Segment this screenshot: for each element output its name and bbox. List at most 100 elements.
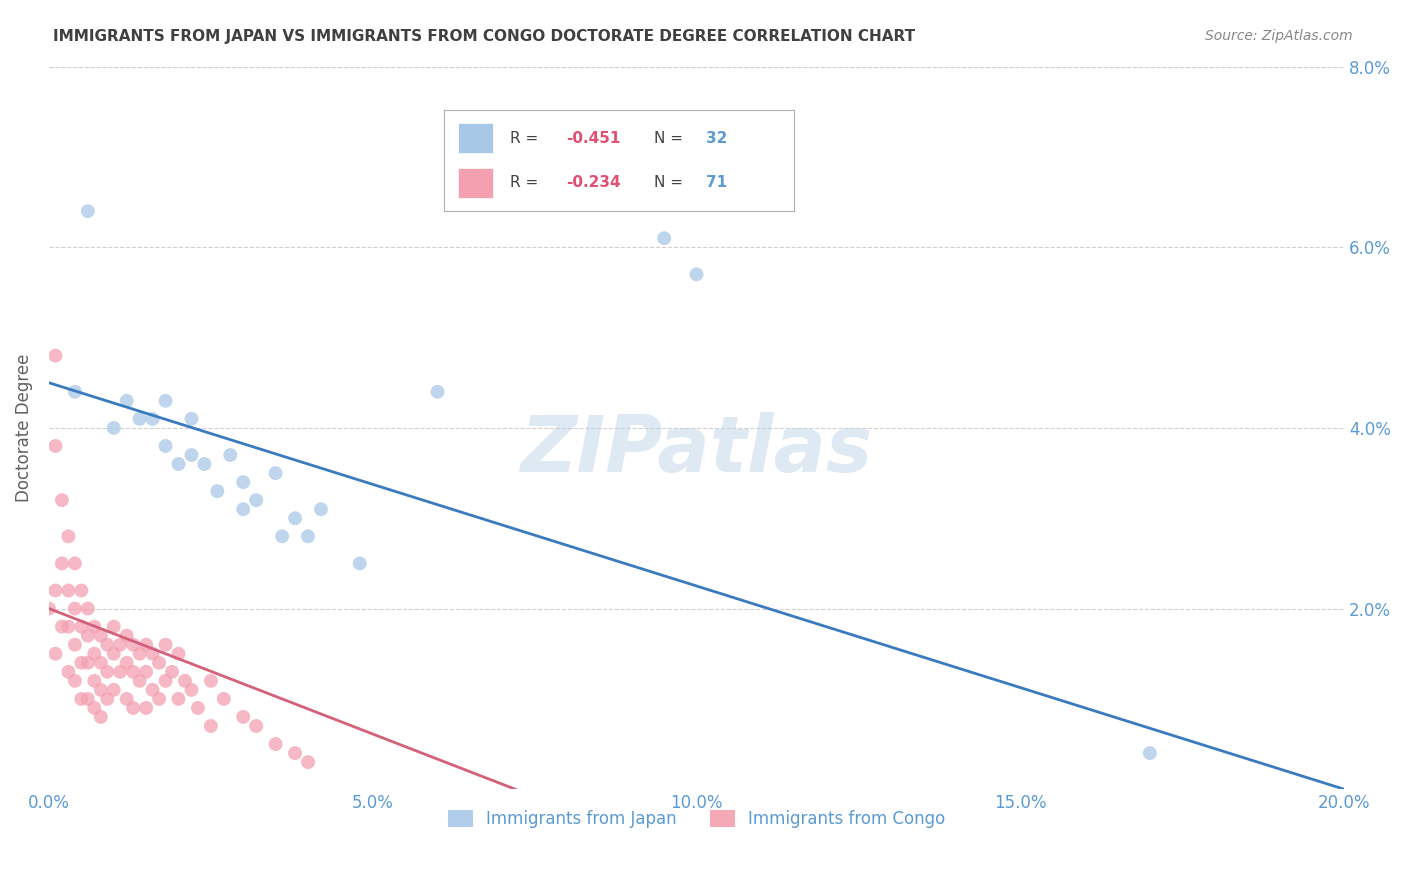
Point [83, 647, 105, 661]
Point [219, 448, 242, 462]
Point [76, 204, 98, 219]
Point [115, 656, 138, 670]
Point [115, 692, 138, 706]
Point [44, 439, 66, 453]
Point [232, 710, 254, 724]
Point [160, 665, 183, 679]
Text: IMMIGRANTS FROM JAPAN VS IMMIGRANTS FROM CONGO DOCTORATE DEGREE CORRELATION CHAR: IMMIGRANTS FROM JAPAN VS IMMIGRANTS FROM… [53, 29, 915, 45]
Point [652, 231, 675, 245]
Point [103, 421, 125, 435]
Point [44, 647, 66, 661]
Point [284, 746, 307, 760]
Point [142, 412, 165, 426]
Y-axis label: Doctorate Degree: Doctorate Degree [15, 354, 32, 502]
Point [212, 692, 235, 706]
Point [271, 529, 294, 543]
Point [44, 349, 66, 363]
Point [207, 484, 229, 499]
Point [245, 493, 267, 508]
Point [128, 412, 150, 426]
Point [63, 384, 86, 399]
Point [1139, 746, 1161, 760]
Point [44, 583, 66, 598]
Point [135, 638, 157, 652]
Point [115, 393, 138, 408]
Text: ZIPatlas: ZIPatlas [520, 411, 873, 488]
Point [148, 692, 170, 706]
Point [83, 673, 105, 688]
Point [90, 682, 112, 697]
Point [180, 682, 202, 697]
Point [90, 656, 112, 670]
Point [115, 629, 138, 643]
Point [108, 638, 131, 652]
Point [685, 268, 707, 282]
Point [200, 719, 222, 733]
Point [63, 673, 86, 688]
Point [58, 620, 80, 634]
Point [155, 673, 177, 688]
Point [76, 601, 98, 615]
Point [187, 701, 209, 715]
Point [148, 656, 170, 670]
Point [155, 439, 177, 453]
Point [103, 647, 125, 661]
Point [167, 692, 190, 706]
Point [90, 710, 112, 724]
Point [63, 601, 86, 615]
Point [349, 557, 371, 571]
Point [108, 665, 131, 679]
Point [96, 638, 118, 652]
Point [58, 583, 80, 598]
Point [232, 502, 254, 516]
Point [70, 620, 93, 634]
Point [264, 737, 287, 751]
Point [155, 393, 177, 408]
Point [167, 457, 190, 471]
Point [297, 529, 319, 543]
Legend: Immigrants from Japan, Immigrants from Congo: Immigrants from Japan, Immigrants from C… [441, 804, 952, 835]
Text: Source: ZipAtlas.com: Source: ZipAtlas.com [1205, 29, 1353, 44]
Point [38, 601, 60, 615]
Point [309, 502, 332, 516]
Point [122, 665, 145, 679]
Point [96, 692, 118, 706]
Point [142, 647, 165, 661]
Point [58, 665, 80, 679]
Point [58, 529, 80, 543]
Point [180, 448, 202, 462]
Point [76, 692, 98, 706]
Point [245, 719, 267, 733]
Point [51, 493, 73, 508]
Point [167, 647, 190, 661]
Point [193, 457, 215, 471]
Point [128, 673, 150, 688]
Point [83, 701, 105, 715]
Point [96, 665, 118, 679]
Point [90, 629, 112, 643]
Point [70, 583, 93, 598]
Point [51, 557, 73, 571]
Point [103, 620, 125, 634]
Point [232, 475, 254, 489]
Point [142, 682, 165, 697]
Point [76, 656, 98, 670]
Point [155, 638, 177, 652]
Point [297, 755, 319, 769]
Point [103, 682, 125, 697]
Point [122, 701, 145, 715]
Point [180, 412, 202, 426]
Point [70, 692, 93, 706]
Point [135, 665, 157, 679]
Point [76, 629, 98, 643]
Point [63, 557, 86, 571]
Point [51, 620, 73, 634]
Point [264, 466, 287, 480]
Point [63, 638, 86, 652]
Point [135, 701, 157, 715]
Point [426, 384, 449, 399]
Point [284, 511, 307, 525]
Point [70, 656, 93, 670]
Point [83, 620, 105, 634]
Point [122, 638, 145, 652]
